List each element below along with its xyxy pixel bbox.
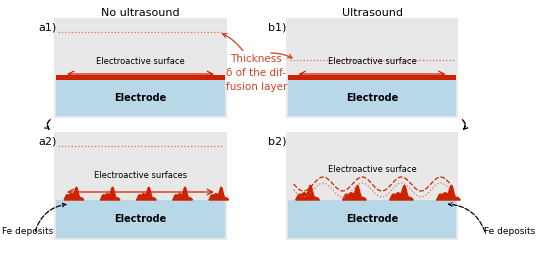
Text: Ultrasound: Ultrasound: [341, 8, 402, 18]
Text: No ultrasound: No ultrasound: [101, 8, 180, 18]
Text: Electrode: Electrode: [114, 93, 166, 103]
Bar: [56, 75, 225, 80]
Text: a2): a2): [38, 136, 57, 146]
Bar: [56, 80, 225, 116]
Text: Electrode: Electrode: [346, 214, 398, 224]
Text: Fe deposits: Fe deposits: [484, 227, 535, 236]
FancyArrowPatch shape: [449, 203, 485, 231]
Bar: [288, 80, 456, 116]
Polygon shape: [437, 185, 460, 200]
Bar: [54, 18, 227, 118]
Polygon shape: [209, 187, 228, 200]
Text: Electroactive surface: Electroactive surface: [328, 57, 416, 66]
Text: Electroactive surface: Electroactive surface: [96, 57, 185, 66]
Text: b1): b1): [268, 22, 286, 32]
Polygon shape: [64, 187, 84, 200]
Bar: [288, 200, 456, 238]
FancyArrowPatch shape: [222, 34, 243, 51]
Polygon shape: [100, 187, 120, 200]
FancyArrowPatch shape: [45, 120, 50, 129]
Polygon shape: [296, 185, 319, 200]
Bar: [54, 132, 227, 240]
FancyArrowPatch shape: [462, 120, 468, 129]
Text: Electroactive surface: Electroactive surface: [328, 165, 416, 174]
Text: a1): a1): [38, 22, 57, 32]
Polygon shape: [173, 187, 192, 200]
Text: Electrode: Electrode: [114, 214, 166, 224]
Bar: [286, 132, 458, 240]
Text: Electroactive surfaces: Electroactive surfaces: [94, 171, 187, 180]
Polygon shape: [137, 187, 156, 200]
FancyArrowPatch shape: [35, 203, 66, 231]
Text: Electrode: Electrode: [346, 93, 398, 103]
Bar: [56, 200, 225, 238]
Bar: [286, 18, 458, 118]
Text: b2): b2): [268, 136, 287, 146]
Bar: [288, 75, 456, 80]
FancyArrowPatch shape: [271, 53, 292, 58]
Text: Thickness
δ of the dif-
fusion layer: Thickness δ of the dif- fusion layer: [226, 54, 287, 92]
Polygon shape: [390, 185, 413, 200]
Polygon shape: [343, 185, 366, 200]
Text: Fe deposits: Fe deposits: [2, 227, 53, 236]
